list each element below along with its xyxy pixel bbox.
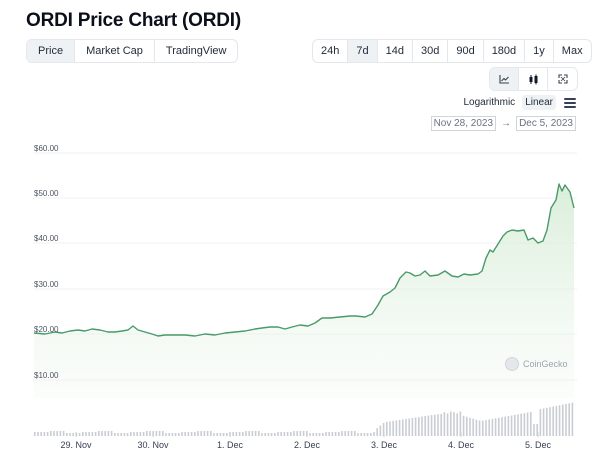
y-tick-50: $50.00 — [34, 189, 59, 198]
y-tick-30: $30.00 — [34, 280, 59, 289]
range-90d[interactable]: 90d — [448, 40, 484, 62]
scale-logarithmic[interactable]: Logarithmic — [463, 97, 516, 108]
view-tabs: Price Market Cap TradingView — [26, 39, 239, 63]
hamburger-menu-icon[interactable] — [564, 97, 576, 108]
tab-tradingview[interactable]: TradingView — [165, 45, 227, 57]
date-from-input[interactable]: Nov 28, 2023 — [430, 116, 497, 131]
x-tick-2-dec: 2. Dec — [293, 440, 321, 450]
price-area — [34, 184, 574, 398]
range-max[interactable]: Max — [561, 45, 583, 57]
date-range: Nov 28, 2023 → Dec 5, 2023 — [430, 116, 576, 131]
watermark-text: CoinGecko — [523, 359, 568, 369]
line-chart-button[interactable] — [490, 68, 519, 90]
coingecko-watermark: CoinGecko — [505, 357, 568, 371]
price-line — [33, 183, 575, 337]
range-14d[interactable]: 14d — [378, 40, 413, 62]
y-tick-20: $20.00 — [34, 325, 59, 334]
tab-market-cap[interactable]: Market Cap — [75, 40, 155, 62]
coingecko-logo-icon — [505, 357, 519, 371]
range-24h[interactable]: 24h — [313, 40, 349, 62]
arrow-right-icon: → — [501, 118, 512, 129]
y-tick-10: $10.00 — [34, 371, 59, 380]
x-tick-29-nov: 29. Nov — [60, 440, 92, 450]
x-tick-3-dec: 3. Dec — [370, 440, 398, 450]
range-7d[interactable]: 7d — [348, 40, 378, 62]
scale-linear[interactable]: Linear — [522, 95, 556, 110]
tab-price[interactable]: Price — [27, 40, 76, 62]
x-tick-5-dec: 5. Dec — [524, 440, 552, 450]
y-tick-40: $40.00 — [34, 234, 59, 243]
page-title: ORDI Price Chart (ORDI) — [26, 10, 241, 31]
range-1y[interactable]: 1y — [525, 40, 554, 62]
scale-toggle: Logarithmic Linear — [460, 95, 576, 110]
volume-bars — [34, 402, 574, 436]
x-tick-1-dec: 1. Dec — [216, 440, 244, 450]
x-tick-30-nov: 30. Nov — [137, 440, 169, 450]
date-to-input[interactable]: Dec 5, 2023 — [516, 116, 576, 131]
fullscreen-button[interactable] — [548, 68, 577, 90]
candlestick-icon — [529, 74, 537, 84]
y-tick-60: $60.00 — [34, 144, 59, 153]
x-tick-4-dec: 4. Dec — [447, 440, 475, 450]
fullscreen-icon — [557, 74, 568, 84]
range-30d[interactable]: 30d — [413, 40, 449, 62]
chart-type-buttons — [489, 67, 578, 91]
range-tabs: 24h 7d 14d 30d 90d 180d 1y Max — [312, 39, 592, 63]
range-180d[interactable]: 180d — [484, 40, 526, 62]
candlestick-button[interactable] — [519, 68, 548, 90]
line-chart-icon — [498, 75, 509, 84]
x-axis-ticks — [75, 432, 539, 437]
